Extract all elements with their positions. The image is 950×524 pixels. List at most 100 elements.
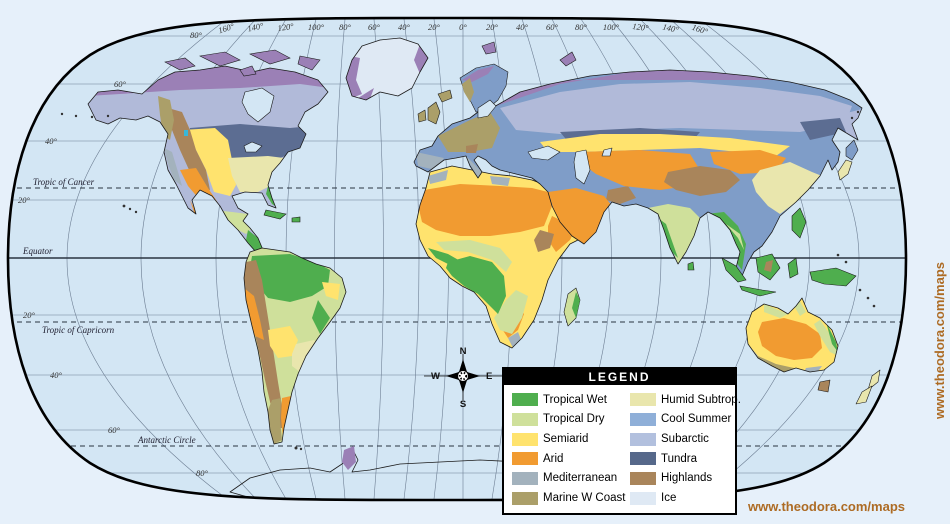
java: [739, 285, 777, 297]
svg-text:80°: 80°: [575, 22, 588, 32]
tropic-of-cancer-label: Tropic of Cancer: [33, 177, 95, 187]
tropic-of-capricorn-label: Tropic of Capricorn: [42, 325, 115, 335]
legend-swatch: [512, 452, 538, 466]
legend-item: Tundra: [630, 449, 741, 469]
longitude-labels: 160° 140° 120° 100° 80° 60° 40° 20° 0° 2…: [217, 20, 710, 36]
svg-text:160°: 160°: [217, 21, 236, 36]
svg-text:100°: 100°: [308, 22, 325, 32]
borneo-highlands: [764, 260, 773, 272]
legend-item: Cool Summer: [630, 410, 741, 430]
svg-text:100°: 100°: [603, 22, 620, 32]
svalbard: [481, 41, 497, 55]
legend-swatch: [512, 432, 538, 446]
svg-text:20°: 20°: [486, 22, 499, 32]
aral-sea: [601, 147, 613, 157]
caspian-sea: [573, 149, 591, 185]
compass-rose: N W E S: [424, 346, 502, 410]
svg-text:60°: 60°: [546, 22, 559, 32]
legend-swatch: [512, 393, 538, 407]
watermark-bottom: www.theodora.com/maps: [748, 499, 905, 514]
svg-text:0°: 0°: [459, 22, 467, 32]
svg-text:20°: 20°: [23, 310, 36, 320]
sri-lanka: [687, 261, 695, 271]
legend-label: Tropical Dry: [543, 413, 605, 426]
legend-swatch: [630, 452, 656, 466]
map-border: [6, 16, 908, 502]
svg-text:40°: 40°: [45, 136, 58, 146]
legend-item: Humid Subtrop.: [630, 390, 741, 410]
legend: LEGEND Tropical Wet Tropical Dry Semiari…: [502, 367, 741, 515]
legend-item: Marine W Coast: [512, 488, 630, 508]
philippines: [791, 207, 807, 239]
new-zealand: [855, 369, 881, 405]
svg-text:40°: 40°: [398, 22, 411, 32]
legend-item: Mediterranean: [512, 469, 630, 489]
legend-label: Tundra: [661, 452, 698, 465]
compass-s: S: [460, 399, 466, 410]
svg-text:20°: 20°: [18, 195, 31, 205]
svg-text:80°: 80°: [190, 30, 203, 40]
equator-label: Equator: [22, 246, 53, 256]
watermark-vertical: www.theodora.com/maps: [932, 262, 947, 419]
hispaniola: [291, 216, 301, 223]
great-lakes: [243, 141, 263, 153]
svg-text:140°: 140°: [662, 21, 680, 34]
legend-label: Ice: [661, 492, 677, 505]
svg-text:80°: 80°: [196, 468, 209, 478]
antarctic-circle-label: Antarctic Circle: [137, 435, 196, 445]
svg-text:20°: 20°: [428, 22, 441, 32]
legend-swatch: [512, 491, 538, 505]
legend-label: Tropical Wet: [543, 393, 607, 406]
compass-e: E: [486, 371, 492, 382]
legend-label: Cool Summer: [661, 413, 732, 426]
legend-title: LEGEND: [504, 369, 735, 385]
legend-swatch: [512, 471, 538, 485]
novaya-zemlya: [559, 51, 577, 67]
new-guinea: [809, 267, 857, 287]
named-line-labels: Tropic of Cancer Equator Tropic of Capri…: [22, 177, 196, 445]
legend-label: Humid Subtrop.: [661, 393, 741, 406]
british-isles: [417, 101, 441, 125]
continent-australia: [745, 297, 881, 405]
inland-seas: [477, 99, 613, 185]
baltic-sea: [477, 99, 497, 119]
sumatra: [721, 257, 747, 283]
legend-item: Highlands: [630, 469, 741, 489]
japan: [837, 139, 859, 181]
svg-text:140°: 140°: [246, 20, 264, 33]
svg-text:80°: 80°: [339, 22, 352, 32]
black-sea: [527, 145, 561, 161]
tasmania: [817, 379, 831, 393]
legend-item: Ice: [630, 488, 741, 508]
sulawesi: [787, 257, 799, 279]
legend-label: Subarctic: [661, 433, 709, 446]
legend-swatch: [630, 491, 656, 505]
iceland: [437, 89, 453, 103]
svg-text:40°: 40°: [50, 370, 63, 380]
legend-swatch: [512, 412, 538, 426]
svg-text:160°: 160°: [691, 22, 710, 37]
legend-swatch: [630, 393, 656, 407]
island-dots: [60, 110, 876, 451]
svg-text:120°: 120°: [277, 21, 295, 33]
hudson-bay: [241, 87, 275, 123]
legend-swatch: [630, 412, 656, 426]
cuba: [263, 209, 287, 220]
svg-text:60°: 60°: [108, 425, 121, 435]
latitude-labels: 80° 60° 40° 20° 20° 40° 60° 80°: [18, 30, 209, 478]
legend-item: Subarctic: [630, 429, 741, 449]
arctic-islands: [164, 41, 577, 77]
legend-item: Tropical Dry: [512, 410, 630, 430]
legend-body: Tropical Wet Tropical Dry Semiarid Arid …: [504, 385, 741, 513]
antarctica: [229, 446, 721, 501]
compass-n: N: [460, 346, 467, 357]
legend-label: Marine W Coast: [543, 492, 626, 505]
svg-text:60°: 60°: [114, 79, 127, 89]
legend-swatch: [630, 432, 656, 446]
legend-item: Semiarid: [512, 429, 630, 449]
legend-swatch: [630, 471, 656, 485]
svg-text:120°: 120°: [632, 21, 650, 33]
legend-label: Arid: [543, 452, 564, 465]
